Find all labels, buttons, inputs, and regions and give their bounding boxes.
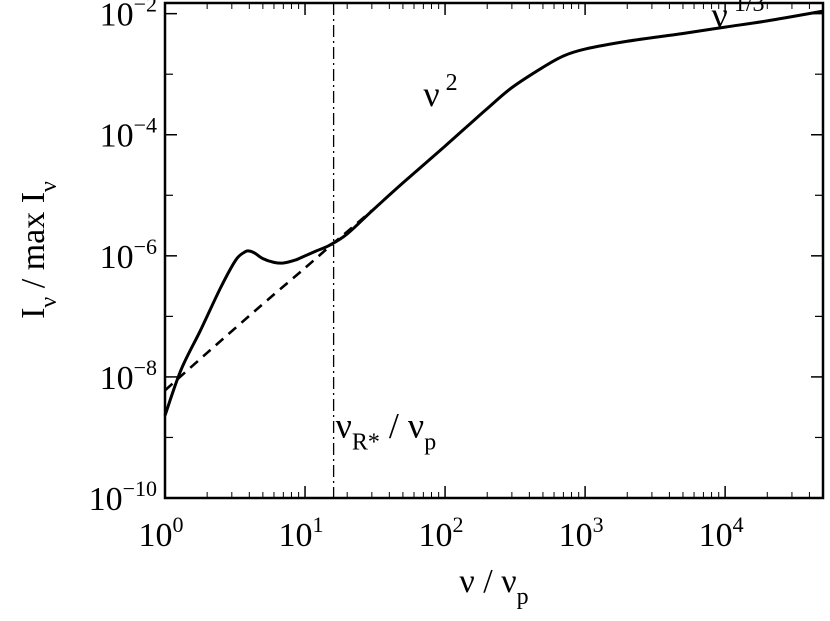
y-tick-label: 10−6: [100, 234, 157, 276]
y-tick-label: 10−2: [100, 0, 157, 34]
nu-one-third-label: ν 1/3: [712, 0, 765, 35]
axis-ticks: [164, 3, 824, 499]
x-tick-label: 102: [419, 512, 464, 554]
annotations: ν 2 ν 1/3 νR* / νp: [336, 0, 765, 455]
curves: [163, 3, 824, 498]
x-tick-label: 103: [559, 512, 604, 554]
dashed-curve: [164, 209, 373, 392]
x-tick-label: 101: [279, 512, 324, 554]
tick-labels: 100 101 102 103 104 10−10 10−8 10−6 10−4 10−2: [89, 0, 744, 554]
y-axis-label: Iν / max Iν: [15, 181, 62, 319]
x-tick-label: 104: [699, 512, 744, 554]
y-tick-label: 10−8: [100, 355, 157, 397]
nu-r-label: νR* / νp: [336, 405, 437, 455]
y-tick-label: 10−4: [100, 113, 157, 155]
solid-curve: [163, 9, 824, 417]
x-tick-label: 100: [139, 512, 184, 554]
y-tick-label: 10−10: [89, 476, 157, 518]
x-axis-label: ν / νp: [459, 563, 528, 610]
plot-frame: [163, 1, 825, 500]
